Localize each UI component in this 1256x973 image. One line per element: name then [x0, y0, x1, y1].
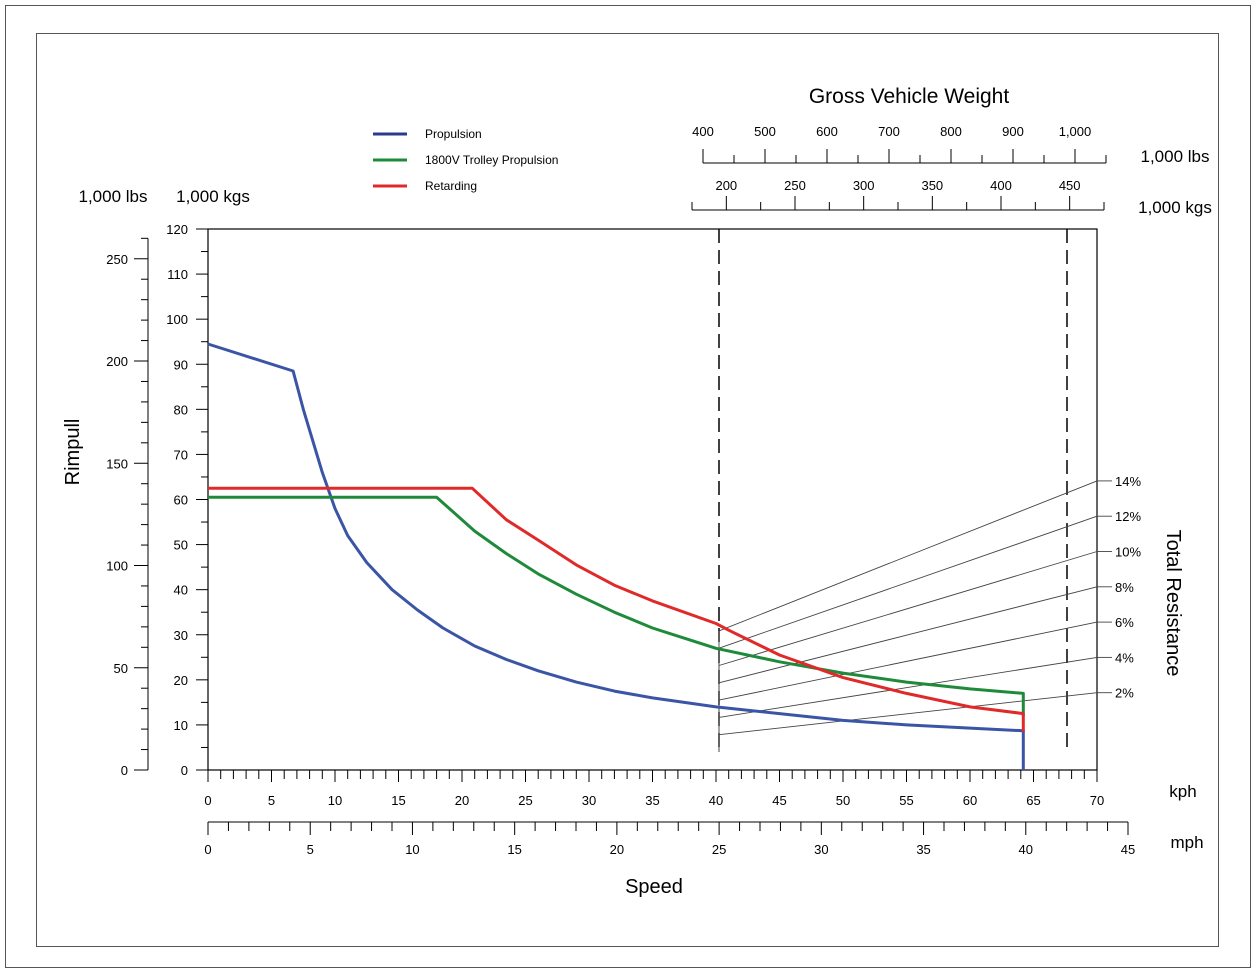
x-kph-tick-label: 0	[204, 793, 211, 808]
y-kgs-tick-label: 110	[167, 267, 188, 282]
y-kgs-tick-label: 80	[174, 402, 188, 417]
x-kph-tick-label: 55	[899, 793, 913, 808]
y-unit-kgs: 1,000 kgs	[176, 187, 250, 206]
y-kgs-tick-label: 10	[174, 718, 188, 733]
gvw-lbs-tick-label: 500	[754, 124, 776, 139]
inner-frame	[36, 33, 1219, 947]
grade-line	[718, 551, 1098, 666]
grade-label: 14%	[1115, 474, 1141, 489]
y-kgs-tick-label: 50	[174, 538, 188, 553]
grade-label: 6%	[1115, 615, 1134, 630]
x-mph-tick-label: 10	[405, 842, 419, 857]
grade-label: 8%	[1115, 580, 1134, 595]
x-kph-tick-label: 40	[709, 793, 723, 808]
x-kph-tick-label: 10	[328, 793, 342, 808]
x-kph-tick-label: 30	[582, 793, 596, 808]
x-kph-tick-label: 45	[772, 793, 786, 808]
gvw-lbs-tick-label: 1,000	[1059, 124, 1092, 139]
legend-label-trolley: 1800V Trolley Propulsion	[425, 153, 558, 167]
gvw-kgs-tick-label: 200	[715, 178, 737, 193]
x-mph-tick-label: 20	[610, 842, 624, 857]
axes: 0 5 10 15 20 25 30 35 40 45 50 55 60 65 700 5 10 15 20 25 30…	[106, 124, 1135, 857]
x-kph-tick-label: 50	[836, 793, 850, 808]
x-mph-tick-label: 25	[712, 842, 726, 857]
grade-label: 4%	[1115, 650, 1134, 665]
grade-line	[718, 515, 1098, 649]
x-mph-tick-label: 5	[307, 842, 314, 857]
gvw-lbs-tick-label: 900	[1002, 124, 1024, 139]
gvw-kgs-tick-label: 300	[853, 178, 875, 193]
grade-label: 12%	[1115, 509, 1141, 524]
grade-line	[718, 621, 1098, 701]
x-kph-tick-label: 25	[518, 793, 532, 808]
gvw-lbs-unit: 1,000 lbs	[1141, 147, 1210, 166]
x-mph-tick-label: 15	[507, 842, 521, 857]
y-lbs-tick-label: 150	[106, 456, 128, 471]
grade-label: 10%	[1115, 545, 1141, 560]
y-kgs-tick-label: 40	[174, 583, 188, 598]
gvw-kgs-tick-label: 250	[784, 178, 806, 193]
gvw-lbs-tick-label: 400	[692, 124, 714, 139]
x-unit-kph: kph	[1169, 782, 1196, 801]
x-axis-title: Speed	[625, 876, 683, 898]
y-kgs-tick-label: 60	[174, 493, 188, 508]
x-kph-tick-label: 65	[1026, 793, 1040, 808]
y-kgs-tick-label: 70	[174, 447, 188, 462]
y-unit-lbs: 1,000 lbs	[79, 187, 148, 206]
legend: Propulsion 1800V Trolley Propulsion Reta…	[373, 127, 558, 193]
x-kph-tick-label: 35	[645, 793, 659, 808]
x-mph-tick-label: 30	[814, 842, 828, 857]
y-lbs-tick-label: 50	[114, 661, 128, 676]
gvw-kgs-unit: 1,000 kgs	[1138, 198, 1212, 217]
y-kgs-tick-label: 100	[166, 312, 188, 327]
x-kph-tick-label: 15	[391, 793, 405, 808]
y-lbs-tick-label: 200	[106, 354, 128, 369]
x-kph-tick-label: 20	[455, 793, 469, 808]
x-unit-mph: mph	[1170, 833, 1203, 852]
y-kgs-tick-label: 0	[181, 763, 188, 778]
x-mph-tick-label: 40	[1019, 842, 1033, 857]
x-kph-tick-label: 60	[963, 793, 977, 808]
right-axis-title: Total Resistance	[1162, 530, 1184, 677]
y-lbs-tick-label: 250	[106, 252, 128, 267]
trolley-propulsion-line	[208, 495, 1025, 716]
gvw-kgs-tick-label: 350	[921, 178, 943, 193]
gvw-kgs-tick-label: 400	[990, 178, 1012, 193]
retarding-line	[208, 486, 1025, 732]
x-kph-tick-label: 5	[268, 793, 275, 808]
gvw-lbs-tick-label: 800	[940, 124, 962, 139]
grade-line	[718, 586, 1098, 684]
y-kgs-tick-label: 120	[166, 222, 188, 237]
chart-title: Gross Vehicle Weight	[809, 85, 1010, 108]
propulsion-line	[207, 342, 1025, 770]
gvw-lbs-tick-label: 600	[816, 124, 838, 139]
y-lbs-tick-label: 100	[106, 559, 128, 574]
x-mph-tick-label: 45	[1121, 842, 1135, 857]
grade-line	[718, 692, 1098, 736]
x-kph-tick-label: 70	[1090, 793, 1104, 808]
legend-label-retarding: Retarding	[425, 179, 477, 193]
grade-line	[718, 656, 1098, 718]
y-axis-title: Rimpull	[62, 419, 84, 486]
x-mph-tick-label: 35	[916, 842, 930, 857]
grade-line	[718, 480, 1098, 632]
gvw-lbs-tick-label: 700	[878, 124, 900, 139]
legend-label-propulsion: Propulsion	[425, 127, 482, 141]
grade-lines: 2% 4% 6% 8% 10% 12% 14%	[718, 474, 1141, 752]
series-lines	[207, 342, 1025, 770]
y-kgs-tick-label: 90	[174, 357, 188, 372]
grade-label: 2%	[1115, 686, 1134, 701]
gvw-kgs-tick-label: 450	[1059, 178, 1081, 193]
x-mph-tick-label: 0	[204, 842, 211, 857]
outer-frame	[5, 5, 1251, 968]
y-lbs-tick-label: 0	[121, 763, 128, 778]
y-kgs-tick-label: 30	[174, 628, 188, 643]
y-kgs-tick-label: 20	[174, 673, 188, 688]
